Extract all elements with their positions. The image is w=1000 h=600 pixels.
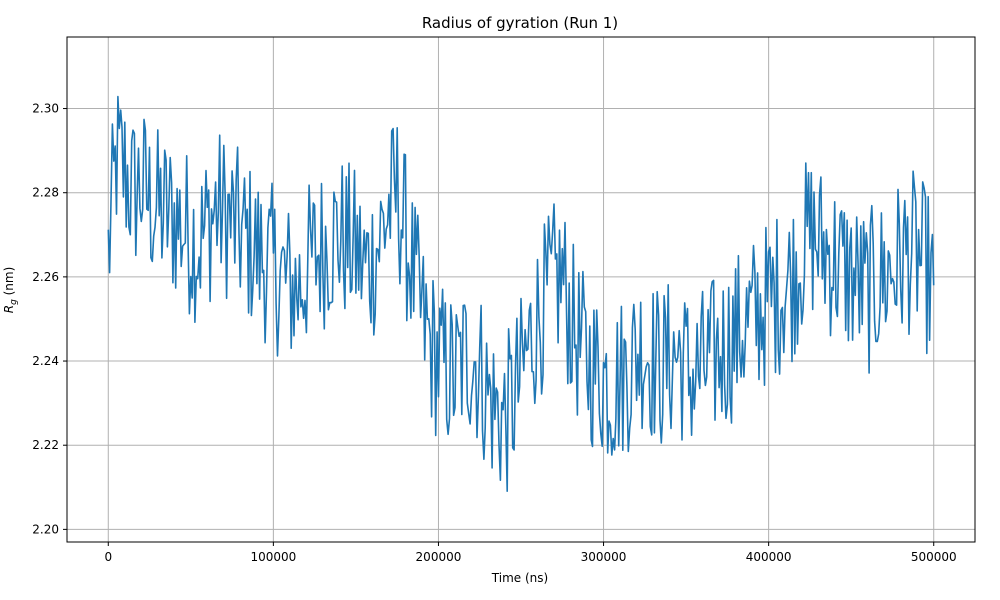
x-tick-label: 0 <box>104 550 112 564</box>
y-axis-ticks: 2.20 2.22 2.24 2.26 2.28 2.30 <box>32 102 67 536</box>
plot-frame <box>66 36 976 543</box>
x-tick-label: 300000 <box>581 550 627 564</box>
y-tick-label: 2.20 <box>32 522 59 536</box>
x-axis-ticks: 0 100000 200000 300000 400000 500000 <box>104 542 957 564</box>
y-tick-label: 2.26 <box>32 270 59 284</box>
y-tick-label: 2.22 <box>32 438 59 452</box>
grid-lines <box>67 37 975 542</box>
y-axis-label: Rg (nm) <box>2 267 19 314</box>
x-tick-label: 200000 <box>416 550 462 564</box>
x-tick-label: 500000 <box>911 550 957 564</box>
x-axis-label: Time (ns) <box>491 571 548 585</box>
y-tick-label: 2.30 <box>32 102 59 116</box>
y-axis-label-main: R <box>2 305 16 313</box>
y-tick-label: 2.28 <box>32 186 59 200</box>
x-tick-label: 400000 <box>746 550 792 564</box>
y-axis-label-unit: (nm) <box>2 267 16 299</box>
y-axis-label-sub: g <box>9 299 19 305</box>
x-tick-label: 100000 <box>250 550 296 564</box>
series-line <box>107 95 935 492</box>
chart-title: Radius of gyration (Run 1) <box>422 14 618 32</box>
y-tick-label: 2.24 <box>32 354 59 368</box>
